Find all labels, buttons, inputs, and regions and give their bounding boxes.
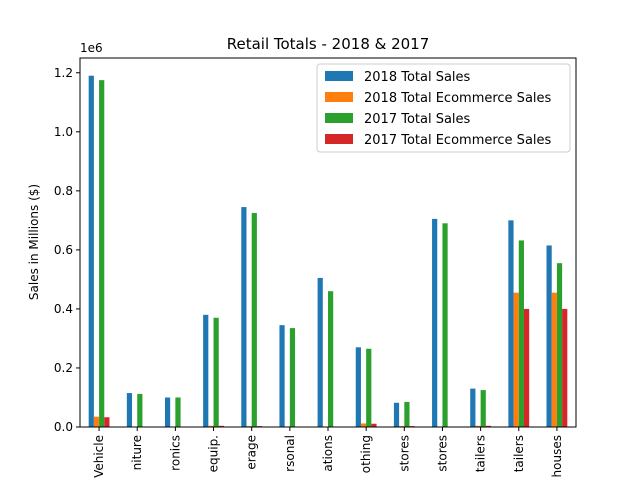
- x-tick-label: ations: [321, 435, 335, 472]
- bar-4-4: [218, 425, 224, 427]
- legend: 2018 Total Sales 2018 Total Ecommerce Sal…: [316, 63, 571, 153]
- x-tick-label: stores: [435, 435, 449, 472]
- x-tick-label: tailers: [474, 435, 488, 472]
- legend-swatch: [325, 134, 353, 144]
- bar-1-4: [203, 314, 209, 427]
- bar-2-12: [513, 292, 519, 427]
- x-tick-label: houses: [550, 435, 564, 477]
- bar-2-13: [551, 292, 557, 427]
- bar-3-1: [99, 80, 105, 427]
- bar-3-11: [480, 390, 486, 427]
- bar-4-8: [371, 423, 377, 427]
- legend-label: 2018 Total Sales: [364, 70, 471, 85]
- x-tick-label: erage: [245, 435, 259, 470]
- bar-3-3: [175, 397, 181, 427]
- legend-swatch: [325, 113, 353, 123]
- legend-label: 2017 Total Ecommerce Sales: [364, 133, 552, 148]
- bar-3-12: [518, 240, 524, 427]
- legend-box: [316, 63, 571, 153]
- legend-swatch: [325, 92, 353, 102]
- bar-2-1: [93, 416, 100, 427]
- bar-2-11: [475, 425, 481, 427]
- bar-3-9: [404, 401, 410, 427]
- x-tick-label: Vehicle: [92, 435, 106, 478]
- bar-3-8: [366, 348, 372, 427]
- bar-1-2: [126, 393, 133, 427]
- legend-swatch: [325, 71, 353, 81]
- bar-1-13: [546, 245, 552, 427]
- bar-1-3: [164, 397, 171, 427]
- bar-1-12: [508, 220, 514, 427]
- x-tick-label: niture: [130, 435, 144, 470]
- bar-4-1: [104, 417, 110, 427]
- y-offset-label: 1e6: [80, 41, 103, 55]
- y-tick-label: 1.0: [54, 125, 73, 139]
- bar-2-8: [360, 423, 367, 427]
- bar-3-7: [328, 291, 334, 427]
- y-tick-label: 0.2: [54, 361, 73, 375]
- x-tick-label: equip.: [207, 435, 221, 472]
- x-tick-label: ronics: [168, 435, 182, 471]
- bar-4-12: [523, 308, 530, 427]
- bar-1-6: [279, 325, 285, 427]
- y-tick-label: 0.8: [54, 184, 73, 198]
- bar-1-5: [241, 207, 247, 427]
- bar-4-13: [562, 308, 568, 427]
- bar-3-10: [442, 223, 448, 427]
- bar-3-2: [137, 393, 143, 427]
- y-axis-label: Sales in Millions ($): [27, 184, 41, 300]
- x-tick-label: stores: [397, 435, 411, 472]
- legend-label: 2018 Total Ecommerce Sales: [364, 91, 552, 106]
- y-tick-label: 0.0: [54, 420, 73, 434]
- bar-3-6: [289, 328, 296, 427]
- x-tick-label: tailers: [512, 435, 526, 472]
- bar-1-1: [88, 75, 94, 428]
- x-tick-label: rsonal: [283, 435, 297, 472]
- bar-3-5: [251, 212, 257, 427]
- bar-4-11: [485, 425, 492, 427]
- y-tick-label: 0.6: [54, 243, 73, 257]
- bar-1-11: [470, 388, 476, 427]
- chart-title: Retail Totals - 2018 & 2017: [227, 35, 430, 53]
- y-tick-label: 1.2: [54, 66, 73, 80]
- bar-1-9: [393, 402, 400, 427]
- x-axis-ticks: Vehicle niture ronics equip. erage rsonal atio…: [92, 427, 564, 478]
- bar-3-4: [213, 317, 219, 427]
- bar-1-10: [432, 218, 438, 427]
- y-axis-ticks: 0.0 0.2 0.4 0.6 0.8 1.0 1.2: [54, 66, 80, 434]
- x-tick-label: othing: [359, 435, 373, 473]
- bar-1-8: [355, 347, 361, 427]
- bar-1-7: [317, 277, 323, 427]
- bar-2-4: [208, 425, 214, 427]
- y-tick-label: 0.4: [54, 302, 73, 316]
- legend-label: 2017 Total Sales: [364, 112, 471, 127]
- bar-3-13: [556, 263, 563, 427]
- bars-group: [88, 75, 568, 428]
